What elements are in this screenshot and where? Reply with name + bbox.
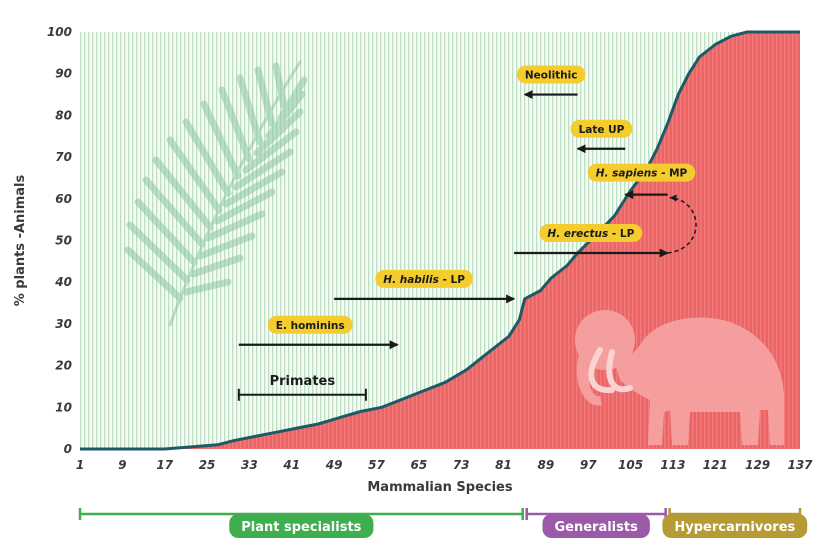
transition-curve	[667, 194, 697, 254]
y-tick-label: 40	[54, 275, 72, 289]
category-label: Plant specialists	[241, 520, 361, 535]
category-label: Hypercarnivores	[674, 520, 795, 535]
animal-share-line	[80, 30, 800, 451]
annotations: Neolithic Late UP H. sapiens - MP H. erectu…	[237, 65, 697, 401]
x-tick-label: 65	[410, 458, 427, 472]
annotation-label: H. erectus - LP	[539, 224, 643, 243]
x-tick-label: 97	[580, 458, 597, 472]
y-tick-label: 10	[55, 400, 72, 414]
y-tick-label: 90	[55, 67, 72, 81]
category-bracket: Plant specialists	[78, 508, 524, 538]
x-tick-label: 17	[156, 458, 173, 472]
x-tick-label: 57	[368, 458, 385, 472]
x-tick-label: 1	[76, 458, 84, 472]
x-tick-label: 113	[660, 458, 685, 472]
annotation-label: H. habilis - LP	[375, 269, 473, 288]
range-label: Primates	[270, 374, 336, 389]
y-tick-label: 60	[55, 192, 72, 206]
mammoth-tusk-icon	[588, 347, 633, 394]
x-axis-title: Mammalian Species	[367, 480, 513, 495]
annotation-label: Late UP	[570, 119, 633, 138]
category-brackets: Plant specialists Generalists Hypercarnivo…	[78, 508, 808, 538]
y-axis-ticks: 0 10 20 30 40 50 60 70 80 90 100	[47, 25, 72, 456]
y-tick-label: 20	[55, 359, 72, 373]
x-tick-label: 105	[618, 458, 643, 472]
y-tick-label: 30	[55, 317, 72, 331]
y-tick-label: 50	[55, 234, 72, 248]
x-tick-label: 137	[787, 458, 813, 472]
x-tick-label: 129	[745, 458, 770, 472]
y-tick-label: 80	[55, 108, 72, 122]
x-tick-label: 49	[325, 458, 343, 472]
svg-text:Late UP: Late UP	[579, 124, 625, 136]
svg-text:H. erectus - LP: H. erectus - LP	[547, 228, 634, 240]
annotation-label: Neolithic	[516, 65, 586, 84]
x-tick-label: 33	[241, 458, 258, 472]
x-tick-label: 41	[282, 458, 300, 472]
svg-text:H. habilis - LP: H. habilis - LP	[383, 274, 465, 286]
category-bracket: Hypercarnivores	[662, 508, 808, 538]
y-tick-label: 100	[47, 25, 72, 39]
svg-text:Neolithic: Neolithic	[525, 70, 578, 82]
y-tick-label: 0	[64, 442, 72, 456]
x-tick-label: 121	[703, 458, 728, 472]
x-tick-label: 89	[538, 458, 555, 472]
mammoth-icon	[575, 310, 784, 445]
category-label: Generalists	[554, 520, 638, 535]
annotation-label: E. hominins	[267, 315, 353, 334]
x-axis-ticks: 1 9 17 25 33 41 49 57 65 73 81 89 97 105 113 121 129 137	[76, 458, 813, 472]
category-bracket: Generalists	[525, 508, 667, 538]
x-tick-label: 81	[495, 458, 512, 472]
annotation-label: H. sapiens - MP	[587, 163, 696, 182]
svg-text:H. sapiens - MP: H. sapiens - MP	[596, 168, 688, 180]
x-tick-label: 25	[199, 458, 216, 472]
svg-text:E. hominins: E. hominins	[276, 320, 345, 332]
x-tick-label: 9	[118, 458, 126, 472]
palm-leaf-icon	[124, 60, 308, 327]
y-axis-title: % plants -Animals	[13, 174, 28, 306]
y-tick-label: 70	[55, 150, 72, 164]
x-tick-label: 73	[453, 458, 470, 472]
